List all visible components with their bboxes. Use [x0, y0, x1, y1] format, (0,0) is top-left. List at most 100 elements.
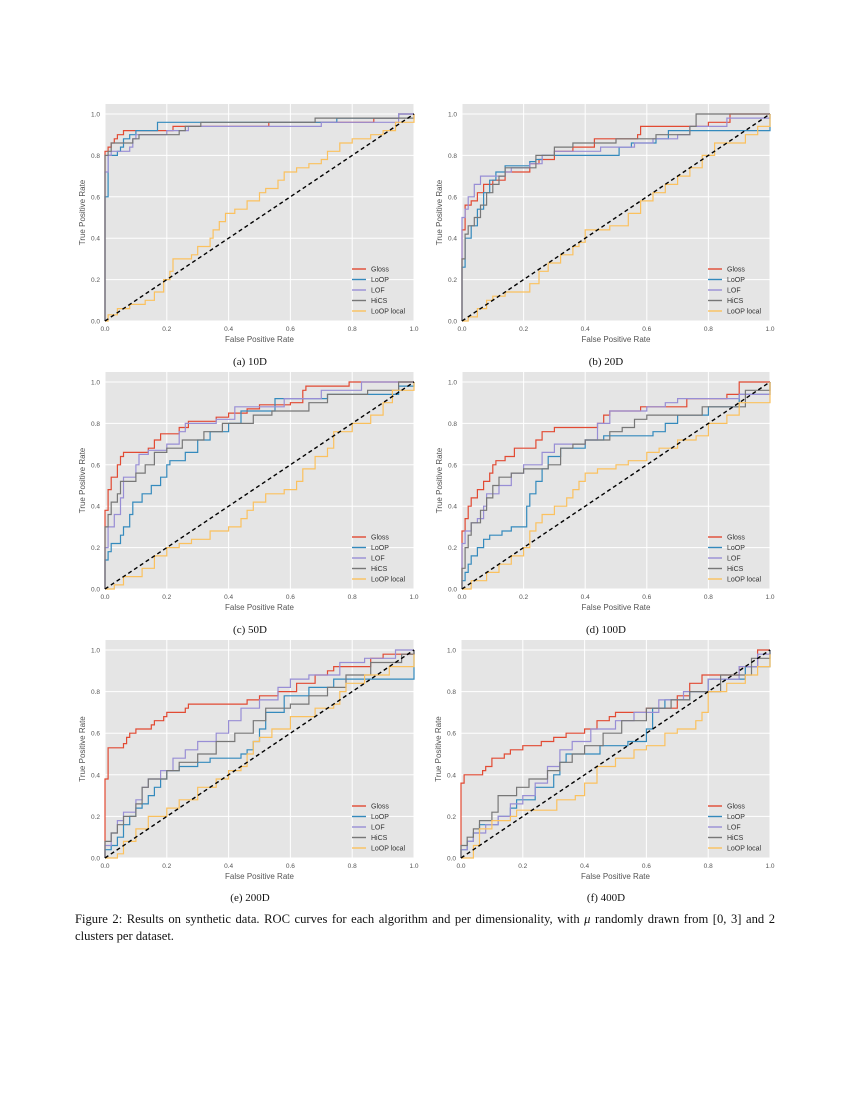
y-tick-label: 0.8	[448, 153, 457, 160]
x-axis-label: False Positive Rate	[225, 335, 294, 344]
x-tick-label: 0.4	[224, 594, 233, 601]
series-line-loop-local	[461, 654, 771, 859]
x-tick-label: 0.0	[100, 594, 109, 601]
series-line-hics	[461, 382, 771, 589]
legend-label-hics: HiCS	[727, 298, 744, 305]
y-tick-label: 0.4	[448, 504, 457, 511]
x-axis-label: False Positive Rate	[225, 603, 294, 612]
x-tick-label: 1.0	[409, 863, 418, 870]
subfigure-caption: (f) 400D	[586, 892, 626, 904]
series-line-hics	[104, 114, 415, 321]
series-line-loop-local	[105, 114, 415, 322]
y-tick-label: 1.0	[448, 112, 457, 119]
legend-label-gloss: Gloss	[371, 804, 389, 811]
y-tick-label: 0.4	[448, 236, 457, 243]
series-line-lof	[104, 113, 414, 321]
chance-diagonal	[104, 649, 415, 859]
y-tick-label: 1.0	[91, 112, 100, 119]
series-line-hics	[104, 381, 414, 589]
legend-label-loop: LoOP	[727, 814, 745, 821]
legend-label-hics: HiCS	[727, 566, 744, 573]
caption-suffix: randomly drawn from [0, 3] and 2 cluster…	[75, 912, 775, 943]
plot-background	[105, 640, 414, 858]
series-line-gloss	[460, 649, 770, 858]
legend-label-loop: LoOP	[727, 545, 745, 552]
y-tick-label: 1.0	[448, 380, 457, 387]
subfigure-caption: (d) 100D	[585, 624, 627, 636]
y-tick-label: 0.0	[91, 856, 100, 863]
y-tick-label: 0.4	[91, 504, 100, 511]
y-tick-label: 0.0	[447, 856, 456, 863]
y-tick-label: 0.2	[448, 545, 457, 552]
legend-label-gloss: Gloss	[727, 535, 745, 542]
x-axis-label: False Positive Rate	[225, 872, 294, 881]
y-tick-label: 0.8	[91, 421, 100, 428]
x-tick-label: 1.0	[765, 863, 774, 870]
plot-background	[105, 104, 414, 321]
y-tick-label: 0.8	[91, 153, 100, 160]
x-tick-label: 0.0	[456, 863, 465, 870]
series-line-lof	[104, 649, 414, 858]
caption-mu-symbol: μ	[584, 912, 591, 926]
x-tick-label: 0.2	[162, 594, 171, 601]
legend-label-gloss: Gloss	[727, 804, 745, 811]
series-line-loop	[461, 382, 771, 589]
x-tick-label: 0.8	[704, 326, 713, 333]
series-line-loop-local	[105, 654, 415, 859]
x-axis-label: False Positive Rate	[582, 335, 651, 344]
legend-label-loop-local: LoOP local	[727, 577, 762, 584]
x-tick-label: 0.2	[519, 326, 528, 333]
y-tick-label: 0.8	[91, 689, 100, 696]
series-line-loop	[104, 382, 415, 589]
legend-label-lof: LOF	[727, 288, 741, 295]
legend-label-loop: LoOP	[371, 277, 389, 284]
x-axis-label: False Positive Rate	[582, 603, 651, 612]
x-tick-label: 0.8	[348, 863, 357, 870]
chance-diagonal	[461, 113, 771, 322]
y-tick-label: 0.4	[91, 772, 100, 779]
series-line-gloss	[461, 381, 770, 589]
y-tick-label: 0.6	[448, 462, 457, 469]
x-tick-label: 0.0	[457, 594, 466, 601]
legend-label-hics: HiCS	[371, 566, 388, 573]
y-tick-label: 1.0	[447, 648, 456, 655]
y-tick-label: 0.0	[91, 587, 100, 594]
legend-label-hics: HiCS	[727, 835, 744, 842]
subfigure-caption: (c) 50D	[233, 624, 267, 636]
x-tick-label: 0.2	[162, 326, 171, 333]
series-line-gloss	[104, 113, 414, 321]
x-tick-label: 0.6	[286, 863, 295, 870]
y-tick-label: 0.0	[91, 319, 100, 326]
plot-background	[462, 372, 770, 589]
subfigure-caption: (a) 10D	[233, 356, 267, 368]
x-tick-label: 1.0	[765, 594, 774, 601]
x-tick-label: 0.4	[581, 594, 590, 601]
x-tick-label: 0.6	[642, 326, 651, 333]
x-tick-label: 0.4	[581, 326, 590, 333]
series-line-gloss	[461, 113, 770, 321]
y-tick-label: 0.2	[447, 814, 456, 821]
y-tick-label: 0.6	[448, 194, 457, 201]
chance-diagonal	[461, 381, 771, 590]
series-line-lof	[461, 382, 771, 589]
legend-label-loop-local: LoOP local	[371, 577, 406, 584]
x-tick-label: 0.2	[519, 594, 528, 601]
y-axis-label: True Positive Rate	[435, 179, 444, 245]
legend-label-loop: LoOP	[727, 277, 745, 284]
legend-label-lof: LOF	[371, 556, 385, 563]
y-tick-label: 0.0	[448, 319, 457, 326]
x-tick-label: 1.0	[765, 326, 774, 333]
legend-label-loop-local: LoOP local	[727, 309, 762, 316]
chance-diagonal	[104, 113, 415, 322]
y-tick-label: 0.4	[447, 772, 456, 779]
x-tick-label: 0.2	[162, 863, 171, 870]
x-tick-label: 0.6	[642, 594, 651, 601]
legend-label-hics: HiCS	[371, 298, 388, 305]
legend-label-loop: LoOP	[371, 545, 389, 552]
x-tick-label: 0.0	[457, 326, 466, 333]
y-axis-label: True Positive Rate	[434, 716, 443, 782]
